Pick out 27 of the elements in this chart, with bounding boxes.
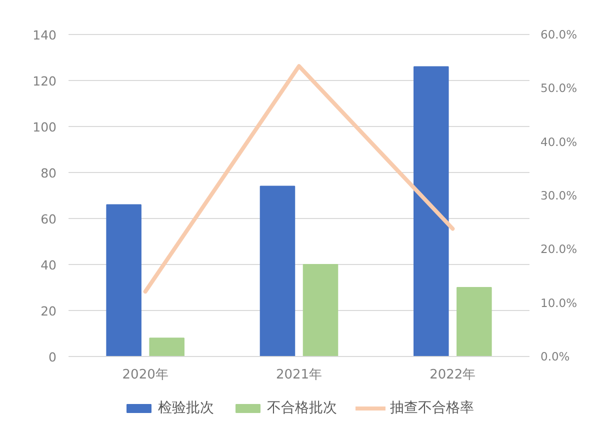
x-tick-label: 2022年: [430, 368, 476, 382]
y2-tick-label: 60.0%: [540, 28, 578, 42]
bar: [260, 186, 296, 356]
y-tick-label: 20: [40, 304, 57, 318]
legend-label: 检验批次: [158, 398, 214, 416]
x-tick-label: 2021年: [276, 368, 322, 382]
y-tick-label: 80: [40, 166, 57, 180]
bar: [414, 66, 449, 356]
y-tick-label: 60: [40, 212, 57, 226]
bar: [149, 338, 184, 356]
bar: [302, 264, 338, 356]
y-tick-label: 100: [32, 120, 57, 134]
y-tick-label: 0: [48, 350, 57, 364]
y2-tick-label: 20.0%: [540, 242, 578, 256]
bar: [106, 204, 142, 356]
y-tick-label: 120: [32, 74, 57, 88]
x-tick-label: 2020年: [122, 368, 168, 382]
y-tick-label: 140: [32, 28, 57, 42]
legend-label: 抽查不合格率: [390, 398, 474, 416]
y2-tick-label: 0.0%: [540, 350, 570, 364]
y2-tick-label: 50.0%: [540, 81, 578, 96]
legend-label: 不合格批次: [267, 398, 337, 416]
y2-tick-label: 40.0%: [540, 134, 578, 149]
bar: [456, 287, 492, 356]
y2-tick-label: 30.0%: [540, 188, 578, 202]
y2-tick-label: 10.0%: [540, 296, 578, 310]
y-tick-label: 40: [40, 258, 57, 272]
